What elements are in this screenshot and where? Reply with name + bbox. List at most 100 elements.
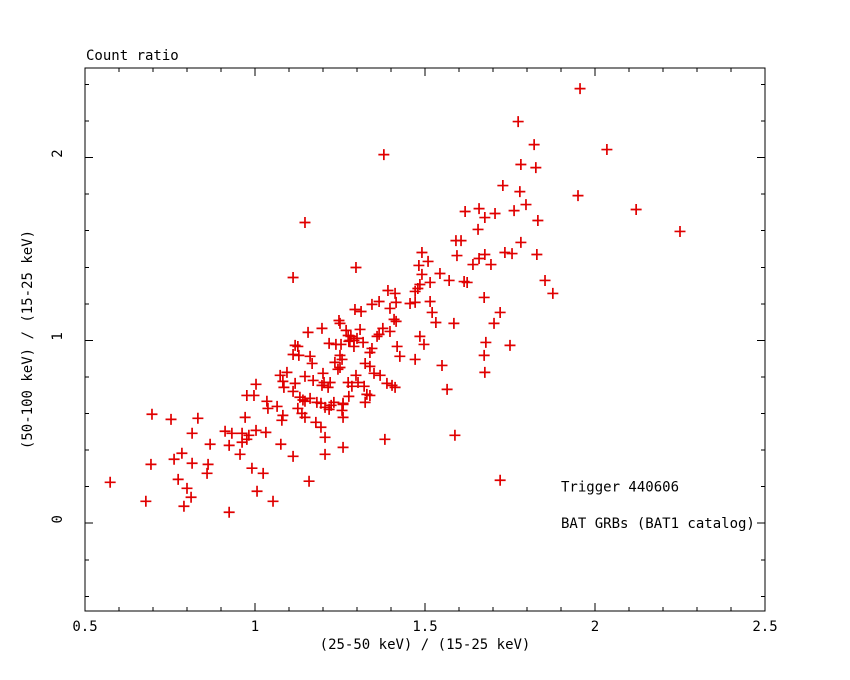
data-point <box>204 438 216 450</box>
data-point <box>316 379 328 391</box>
data-point <box>319 431 331 443</box>
data-point <box>333 314 345 326</box>
y-tick-label: 2 <box>50 149 66 157</box>
data-point <box>371 330 383 342</box>
data-point <box>479 248 491 260</box>
data-point <box>181 482 193 494</box>
data-point <box>479 212 491 224</box>
data-point <box>355 306 367 318</box>
x-tick-label: 0.5 <box>72 619 97 635</box>
data-point <box>473 253 485 265</box>
x-tick-label: 2.5 <box>752 619 777 635</box>
data-point <box>488 317 500 329</box>
data-point <box>359 396 371 408</box>
data-point <box>494 474 506 486</box>
data-point <box>219 425 231 437</box>
data-point <box>267 495 279 507</box>
data-point <box>336 353 348 365</box>
data-point <box>261 395 273 407</box>
data-point <box>343 390 355 402</box>
data-point <box>307 374 319 386</box>
data-point <box>430 316 442 328</box>
data-point <box>299 370 311 382</box>
axis-ticks <box>84 68 766 611</box>
data-point <box>364 346 376 358</box>
data-point <box>352 376 364 388</box>
plot-title: Count ratio <box>86 48 179 64</box>
data-point <box>480 336 492 348</box>
data-point <box>302 326 314 338</box>
data-point <box>441 383 453 395</box>
data-point <box>306 357 318 369</box>
data-point <box>531 248 543 260</box>
data-point <box>178 500 190 512</box>
data-point <box>467 259 479 271</box>
data-point <box>451 250 463 262</box>
data-point <box>412 282 424 294</box>
x-tick-label: 1.5 <box>412 619 437 635</box>
data-point <box>530 162 542 174</box>
data-point <box>478 349 490 361</box>
data-point <box>379 433 391 445</box>
data-point <box>278 381 290 393</box>
data-point <box>336 404 348 416</box>
data-point <box>335 338 347 350</box>
data-point <box>499 246 511 258</box>
data-point <box>389 287 401 299</box>
data-point <box>479 366 491 378</box>
data-point <box>176 447 188 459</box>
data-point <box>322 381 334 393</box>
data-point <box>377 322 389 334</box>
data-point <box>409 353 421 365</box>
data-point <box>287 385 299 397</box>
data-point <box>277 409 289 421</box>
data-point <box>422 255 434 267</box>
data-point <box>165 413 177 425</box>
data-point <box>246 462 258 474</box>
y-tick-label: 0 <box>50 515 66 523</box>
data-point <box>281 366 293 378</box>
data-point <box>287 450 299 462</box>
x-axis-title: (25-50 keV) / (15-25 keV) <box>320 637 531 653</box>
data-point <box>289 377 301 389</box>
data-point <box>478 291 490 303</box>
data-point <box>443 274 455 286</box>
data-point <box>292 340 304 352</box>
data-point <box>248 389 260 401</box>
data-point <box>357 336 369 348</box>
data-point <box>303 475 315 487</box>
data-point <box>251 485 263 497</box>
catalog-label: BAT GRBs (BAT1 catalog) <box>561 516 755 532</box>
data-point <box>514 186 526 198</box>
data-point <box>257 467 269 479</box>
data-point <box>140 495 152 507</box>
data-point <box>289 339 301 351</box>
data-point <box>358 380 370 392</box>
data-point <box>201 467 213 479</box>
data-point <box>489 208 501 220</box>
data-point <box>497 180 509 192</box>
data-point <box>390 315 402 327</box>
data-point <box>315 421 327 433</box>
data-point <box>296 407 308 419</box>
data-point <box>271 400 283 412</box>
data-point <box>260 426 272 438</box>
data-point <box>337 441 349 453</box>
data-point <box>334 317 346 329</box>
data-point <box>239 411 251 423</box>
data-point <box>328 396 340 408</box>
data-point <box>547 287 559 299</box>
data-point <box>275 438 287 450</box>
data-point <box>390 296 402 308</box>
data-point <box>485 259 497 271</box>
data-point <box>409 285 421 297</box>
data-point <box>334 361 346 373</box>
data-point <box>274 369 286 381</box>
data-point <box>349 304 361 316</box>
data-point <box>317 367 329 379</box>
data-point <box>394 350 406 362</box>
data-point <box>416 268 428 280</box>
data-point <box>297 394 309 406</box>
data-point <box>329 356 341 368</box>
